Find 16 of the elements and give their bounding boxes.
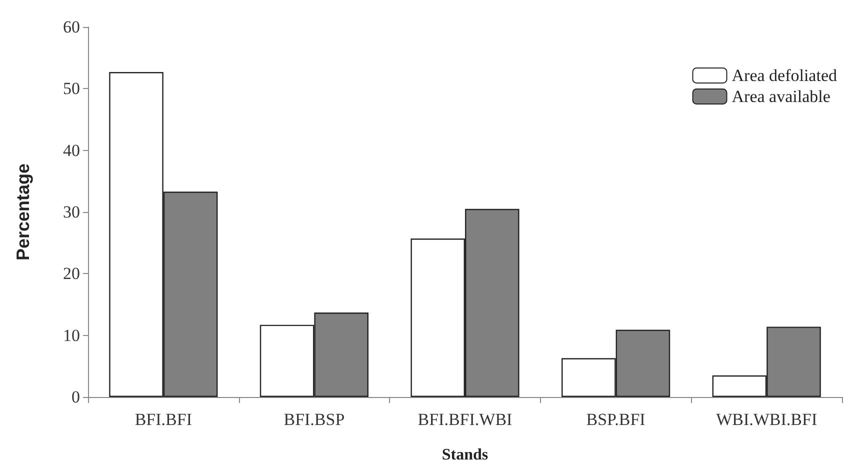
y-tick-label: 10 xyxy=(63,326,80,345)
x-tick-label: BFI.BFI.WBI xyxy=(418,410,513,429)
y-tick-label: 20 xyxy=(63,264,80,284)
legend-label: Area available xyxy=(732,87,830,106)
y-tick-label: 50 xyxy=(63,79,80,98)
legend-label: Area defoliated xyxy=(732,66,838,85)
y-axis-title: Percentage xyxy=(13,163,33,261)
x-tick-label: WBI.WBI.BFI xyxy=(716,410,818,429)
y-tick-label: 30 xyxy=(63,202,80,222)
x-tick-label: BSP.BFI xyxy=(586,410,646,429)
y-tick-label: 0 xyxy=(72,388,80,406)
x-tick-label: BFI.BSP xyxy=(284,410,345,429)
y-tick-label: 40 xyxy=(63,140,80,160)
x-tick-label: BFI.BFI xyxy=(134,410,192,429)
y-tick-label: 60 xyxy=(63,18,80,36)
x-axis-title: Stands xyxy=(442,446,488,464)
